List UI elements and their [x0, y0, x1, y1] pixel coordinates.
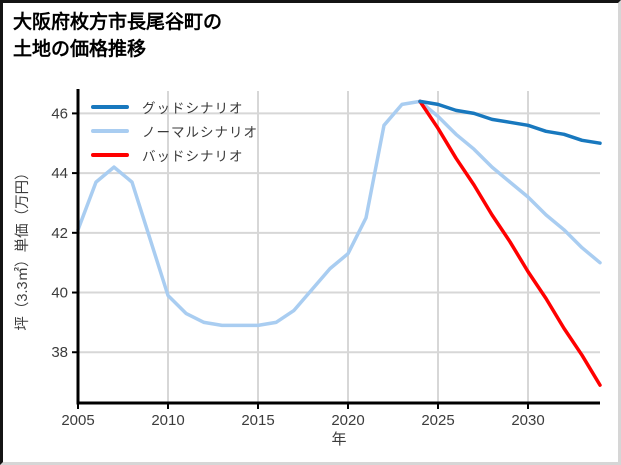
chart-legend: グッドシナリオ ノーマルシナリオ バッドシナリオ	[91, 95, 258, 167]
legend-label-normal: ノーマルシナリオ	[142, 125, 258, 140]
x-tick-label: 2005	[61, 412, 94, 429]
x-tick-label: 2030	[511, 412, 544, 429]
x-tick-label: 2015	[241, 412, 274, 429]
y-tick-label: 38	[51, 344, 68, 361]
legend-swatch-bad	[91, 153, 129, 157]
series-lines	[76, 99, 602, 387]
page-title: 大阪府枚方市長尾谷町の 土地の価格推移	[13, 9, 222, 63]
price-trend-chart: 2005 2010 2015 2020 2025 2030 38 40 42 44 46 年 坪（3…	[14, 89, 602, 448]
series-line-bad	[418, 99, 602, 387]
gridlines	[78, 91, 600, 403]
series-line-normal	[76, 99, 602, 328]
legend-item-good: グッドシナリオ	[91, 95, 258, 119]
legend-item-bad: バッドシナリオ	[91, 143, 258, 167]
legend-swatch-normal	[91, 129, 129, 133]
legend-item-normal: ノーマルシナリオ	[91, 119, 258, 143]
y-axis-label: 坪（3.3㎡）単価（万円）	[14, 165, 31, 330]
legend-label-bad: バッドシナリオ	[142, 149, 244, 164]
x-tick-label: 2010	[151, 412, 184, 429]
y-tick-label: 40	[51, 285, 68, 302]
y-tick-label: 44	[51, 165, 68, 182]
legend-swatch-good	[91, 105, 129, 109]
tick-labels: 2005 2010 2015 2020 2025 2030 38 40 42 44 46	[51, 105, 544, 429]
series-line-good	[418, 99, 602, 145]
x-tick-label: 2020	[331, 412, 364, 429]
page-title-line2: 土地の価格推移	[13, 39, 147, 60]
x-axis-label: 年	[331, 431, 346, 448]
tick-marks	[72, 112, 529, 409]
y-tick-label: 42	[51, 225, 68, 242]
x-tick-label: 2025	[421, 412, 454, 429]
y-tick-label: 46	[51, 105, 68, 122]
legend-label-good: グッドシナリオ	[142, 101, 244, 116]
page-title-line1: 大阪府枚方市長尾谷町の	[13, 12, 223, 33]
